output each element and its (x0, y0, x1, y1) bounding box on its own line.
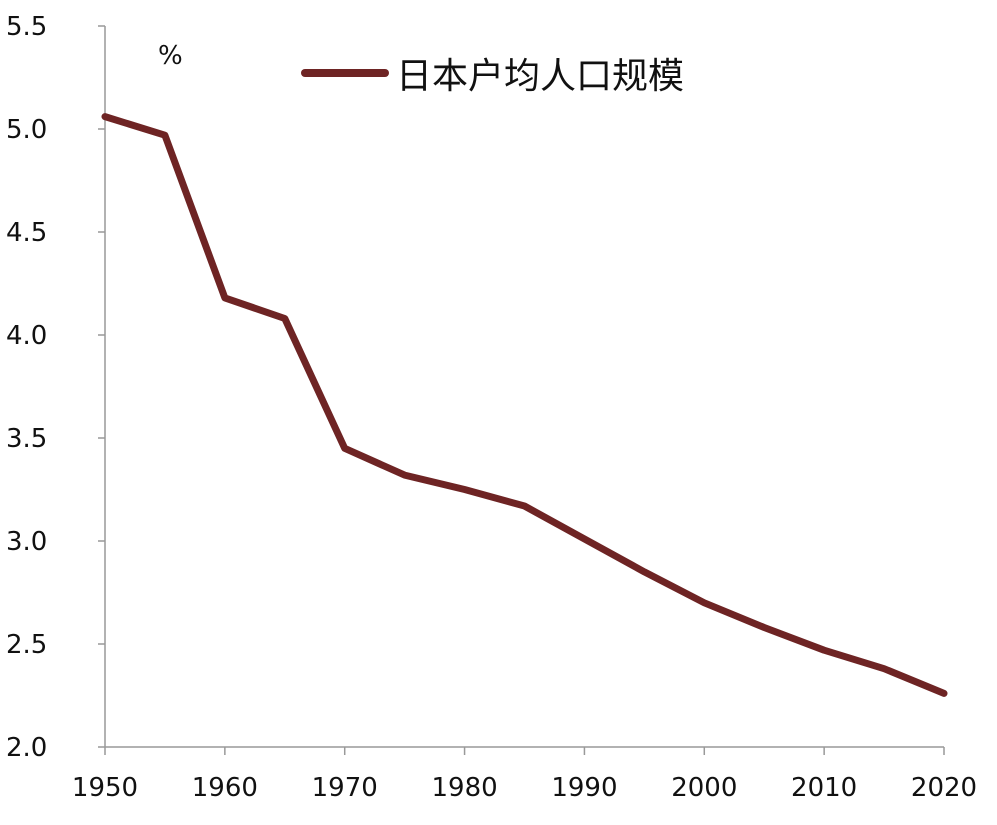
y-tick-label: 3.5 (6, 424, 47, 454)
y-tick-label: 4.0 (6, 321, 47, 351)
y-tick-label: 3.0 (6, 527, 47, 557)
x-tick-label: 2010 (791, 773, 857, 803)
y-tick-label: 2.0 (6, 733, 47, 763)
x-tick-label: 2000 (671, 773, 737, 803)
legend: 日本户均人口规模 (301, 56, 684, 97)
series-lines (101, 113, 948, 697)
y-tick-label: 5.5 (6, 12, 47, 42)
series-line-0 (101, 113, 948, 697)
y-tick-label: 2.5 (6, 630, 47, 660)
unit-label: % (158, 41, 183, 71)
y-axis: 2.0 2.5 3.0 3.5 4.0 4.5 5.0 5.5 (6, 12, 106, 763)
x-tick-label: 1950 (72, 773, 138, 803)
y-tick-label: 5.0 (6, 115, 47, 145)
y-tick-label: 4.5 (6, 218, 47, 248)
x-axis: 1950 1960 1970 1980 1990 2000 2010 2020 (72, 746, 977, 803)
x-tick-label: 2020 (911, 773, 977, 803)
x-tick-label: 1980 (431, 773, 497, 803)
x-tick-label: 1990 (551, 773, 617, 803)
legend-label: 日本户均人口规模 (396, 56, 684, 97)
x-tick-label: 1960 (192, 773, 258, 803)
x-tick-label: 1970 (312, 773, 378, 803)
